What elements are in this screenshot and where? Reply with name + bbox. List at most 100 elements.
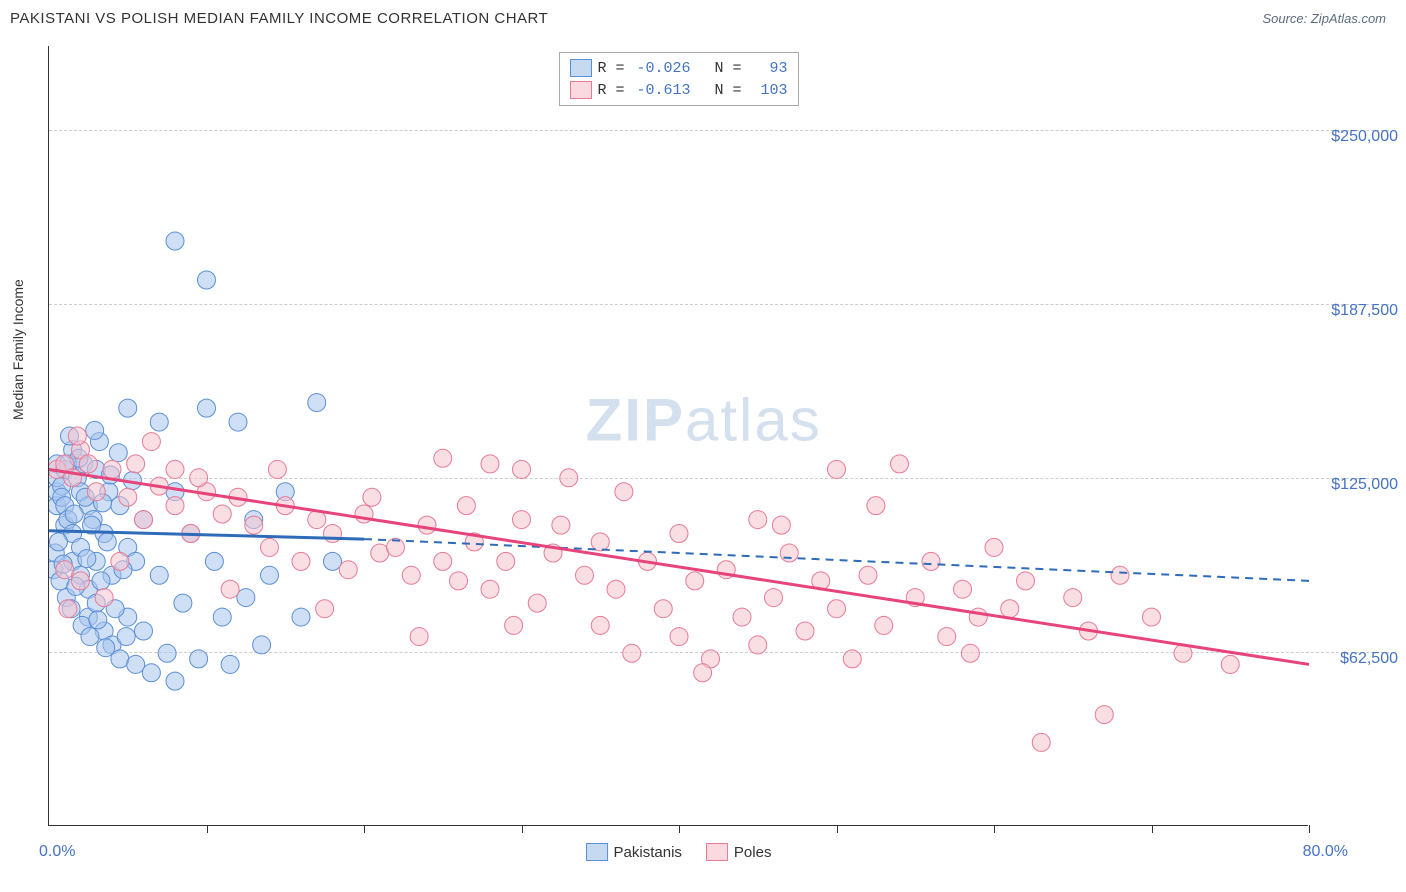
- data-point: [985, 538, 1003, 556]
- data-point: [221, 655, 239, 673]
- data-point: [961, 644, 979, 662]
- x-tick: [1152, 825, 1153, 833]
- data-point: [79, 455, 97, 473]
- data-point: [528, 594, 546, 612]
- x-tick: [364, 825, 365, 833]
- data-point: [205, 552, 223, 570]
- y-axis-label: Median Family Income: [10, 279, 26, 420]
- data-point: [268, 460, 286, 478]
- data-point: [68, 427, 86, 445]
- data-point: [98, 533, 116, 551]
- y-tick-label: $125,000: [1313, 476, 1398, 494]
- data-point: [142, 433, 160, 451]
- data-point: [1111, 566, 1129, 584]
- data-point: [198, 399, 216, 417]
- legend-series-label: Pakistanis: [614, 844, 682, 861]
- data-point: [261, 566, 279, 584]
- data-point: [733, 608, 751, 626]
- data-point: [111, 552, 129, 570]
- chart-title: PAKISTANI VS POLISH MEDIAN FAMILY INCOME…: [10, 10, 548, 27]
- data-point: [954, 580, 972, 598]
- data-point: [607, 580, 625, 598]
- data-point: [213, 608, 231, 626]
- x-tick: [994, 825, 995, 833]
- data-point: [513, 460, 531, 478]
- data-point: [72, 572, 90, 590]
- data-point: [434, 552, 452, 570]
- data-point: [89, 611, 107, 629]
- data-point: [1001, 600, 1019, 618]
- data-point: [127, 655, 145, 673]
- data-point: [324, 552, 342, 570]
- data-point: [292, 552, 310, 570]
- scatter-svg: [49, 46, 1309, 826]
- data-point: [1143, 608, 1161, 626]
- data-point: [109, 444, 127, 462]
- data-point: [92, 572, 110, 590]
- data-point: [363, 488, 381, 506]
- data-point: [316, 600, 334, 618]
- data-point: [694, 664, 712, 682]
- data-point: [749, 511, 767, 529]
- data-point: [591, 533, 609, 551]
- data-point: [922, 552, 940, 570]
- data-point: [481, 580, 499, 598]
- data-point: [560, 469, 578, 487]
- data-point: [221, 580, 239, 598]
- data-point: [81, 628, 99, 646]
- data-point: [867, 497, 885, 515]
- x-tick: [837, 825, 838, 833]
- x-tick: [522, 825, 523, 833]
- legend-swatch: [569, 81, 591, 99]
- data-point: [166, 497, 184, 515]
- data-point: [65, 505, 83, 523]
- data-point: [213, 505, 231, 523]
- data-point: [87, 483, 105, 501]
- data-point: [1032, 733, 1050, 751]
- data-point: [166, 460, 184, 478]
- data-point: [135, 622, 153, 640]
- data-point: [1064, 589, 1082, 607]
- data-point: [150, 413, 168, 431]
- legend-series-item: Pakistanis: [586, 843, 682, 861]
- data-point: [174, 594, 192, 612]
- legend-stat-row: R = -0.613 N = 103: [569, 79, 787, 101]
- data-point: [497, 552, 515, 570]
- data-point: [418, 516, 436, 534]
- data-point: [86, 421, 104, 439]
- data-point: [308, 394, 326, 412]
- data-point: [142, 664, 160, 682]
- data-point: [796, 622, 814, 640]
- data-point: [190, 650, 208, 668]
- data-point: [434, 449, 452, 467]
- data-point: [859, 566, 877, 584]
- data-point: [402, 566, 420, 584]
- x-axis-max-label: 80.0%: [1303, 843, 1348, 861]
- data-point: [552, 516, 570, 534]
- data-point: [97, 639, 115, 657]
- legend-swatch: [569, 59, 591, 77]
- data-point: [828, 600, 846, 618]
- data-point: [654, 600, 672, 618]
- data-point: [749, 636, 767, 654]
- data-point: [828, 460, 846, 478]
- y-tick-label: $250,000: [1313, 128, 1398, 146]
- data-point: [95, 589, 113, 607]
- data-point: [780, 544, 798, 562]
- data-point: [623, 644, 641, 662]
- x-tick: [1309, 825, 1310, 833]
- data-point: [103, 460, 121, 478]
- data-point: [117, 628, 135, 646]
- legend-swatch: [586, 843, 608, 861]
- data-point: [292, 608, 310, 626]
- data-point: [78, 550, 96, 568]
- data-point: [1095, 706, 1113, 724]
- data-point: [150, 566, 168, 584]
- data-point: [158, 644, 176, 662]
- data-point: [119, 399, 137, 417]
- data-point: [237, 589, 255, 607]
- legend-stat-row: R = -0.026 N = 93: [569, 57, 787, 79]
- data-point: [891, 455, 909, 473]
- data-point: [253, 636, 271, 654]
- data-point: [190, 469, 208, 487]
